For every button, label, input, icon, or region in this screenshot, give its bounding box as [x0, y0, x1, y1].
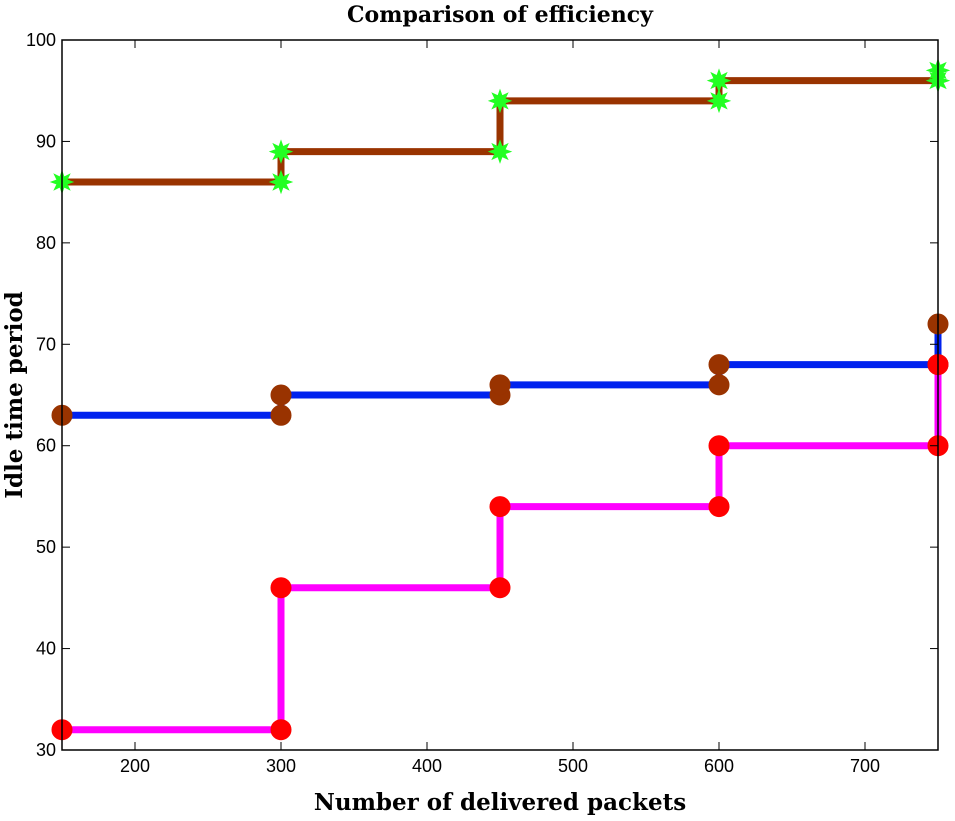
data-point-marker	[708, 496, 730, 518]
plot-frame	[61, 39, 939, 751]
data-point-marker	[708, 435, 730, 457]
data-point-marker	[708, 354, 730, 376]
data-point-marker	[489, 577, 511, 599]
data-point-marker	[270, 384, 292, 406]
x-tick-label: 400	[412, 756, 442, 776]
y-tick-label: 70	[36, 334, 56, 354]
data-point-marker	[270, 404, 292, 426]
y-tick-label: 30	[36, 740, 56, 760]
data-point-marker	[706, 68, 732, 93]
y-axis-label: Idle time period	[1, 291, 28, 499]
y-tick-label: 100	[26, 30, 56, 50]
data-point-marker	[489, 374, 511, 396]
data-point-marker	[268, 139, 294, 164]
data-point-marker	[487, 139, 513, 164]
data-point-marker	[489, 496, 511, 518]
y-tick-label: 40	[36, 639, 56, 659]
x-axis-label: Number of delivered packets	[314, 789, 686, 816]
data-point-marker	[706, 88, 732, 114]
x-tick-label: 500	[558, 756, 588, 776]
y-tick-label: 80	[36, 233, 56, 253]
y-tick-label: 90	[36, 131, 56, 151]
data-point-marker	[270, 719, 292, 741]
data-point-marker	[708, 374, 730, 396]
x-tick-label: 200	[120, 756, 150, 776]
data-point-marker	[487, 88, 513, 114]
x-tick-label: 600	[704, 756, 734, 776]
y-tick-label: 60	[36, 436, 56, 456]
y-tick-label: 50	[36, 537, 56, 557]
x-tick-label: 700	[850, 756, 880, 776]
x-tick-label: 300	[266, 756, 296, 776]
tick-layer: 200 300 400 500 600 700 30 40 50 60 70 80 90 100	[26, 30, 938, 776]
chart-title: Comparison of efficiency	[347, 2, 654, 28]
data-point-marker	[268, 169, 294, 195]
marker-layer	[49, 58, 951, 741]
data-point-marker	[270, 577, 292, 599]
